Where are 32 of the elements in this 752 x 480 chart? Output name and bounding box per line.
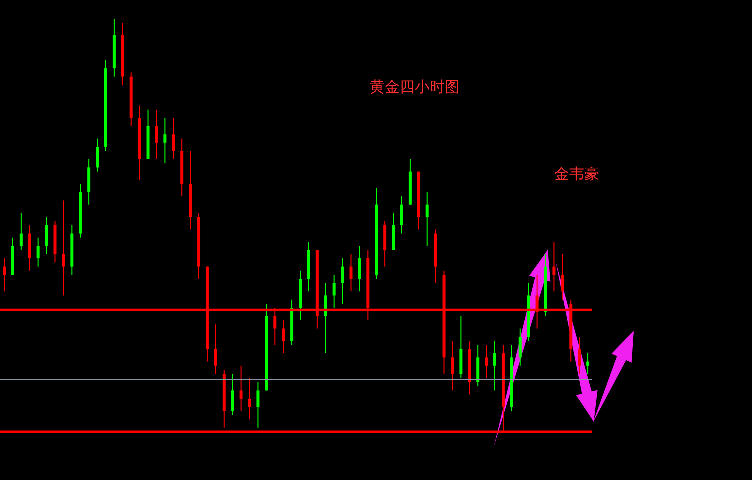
candlestick [248, 378, 252, 420]
candlestick [350, 254, 353, 292]
candlestick [214, 324, 218, 375]
annotation: 金韦豪 [554, 165, 600, 184]
text: 黄金四小时图 [369, 78, 461, 97]
candlestick [400, 196, 404, 234]
candlestick [451, 340, 454, 392]
candlestick [324, 282, 328, 354]
candlestick [485, 344, 488, 379]
candlestick [155, 109, 158, 160]
candlestick [561, 254, 564, 300]
candlestick [358, 246, 362, 292]
candlestick [341, 258, 344, 304]
candlestick [3, 258, 6, 292]
candlestick [172, 118, 176, 160]
candlestick [332, 274, 336, 309]
candlestick [36, 237, 40, 268]
candlestick [164, 118, 167, 164]
candlestick [578, 336, 582, 375]
candlestick [518, 328, 522, 366]
candlestick [282, 320, 286, 354]
candlestick [62, 200, 66, 296]
candlestick [426, 192, 429, 247]
candlestick [494, 340, 497, 392]
candlestick [586, 353, 590, 375]
candlestick [256, 382, 260, 428]
candlestick [20, 212, 23, 251]
candlestick [552, 242, 556, 292]
candlestick [240, 365, 243, 412]
candlestick [231, 374, 234, 416]
candlestick [96, 138, 100, 172]
candlestick [45, 216, 48, 255]
